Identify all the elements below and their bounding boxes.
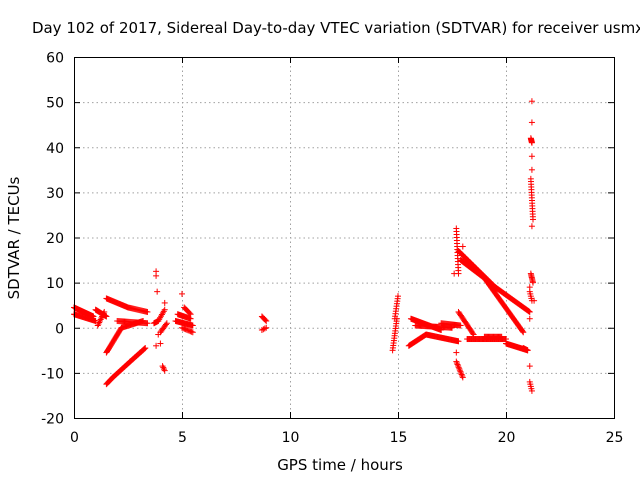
data-point <box>458 370 465 377</box>
data-point <box>141 345 148 352</box>
x-axis-ticks: 0 5 10 15 20 25 <box>70 57 623 446</box>
data-point <box>451 270 458 277</box>
data-point <box>161 299 168 306</box>
data-point <box>155 331 162 338</box>
data-point <box>453 349 460 356</box>
chart-title: Day 102 of 2017, Sidereal Day-to-day VTE… <box>32 19 640 37</box>
data-point <box>179 290 185 297</box>
y-tick-label: 40 <box>46 141 64 157</box>
data-point <box>453 360 460 367</box>
data-point <box>528 166 535 173</box>
data-point <box>459 372 466 379</box>
data-point <box>153 342 160 349</box>
data-point <box>144 308 151 315</box>
data-point <box>153 272 160 279</box>
data-point <box>519 328 526 335</box>
data-point <box>163 320 170 327</box>
data-point <box>459 243 466 250</box>
y-axis-ticks: 60 50 40 30 20 10 0 -10 -20 <box>41 51 614 428</box>
data-point <box>160 364 167 371</box>
data-point <box>526 308 533 315</box>
data-point <box>154 288 161 295</box>
data-point <box>455 362 462 369</box>
y-tick-label: 20 <box>46 231 64 247</box>
data-point <box>187 311 194 318</box>
data-point <box>469 330 476 337</box>
data-points <box>71 98 538 394</box>
data-point <box>531 297 538 304</box>
data-point <box>189 322 196 329</box>
y-tick-label: 60 <box>46 51 64 67</box>
x-tick-label: 10 <box>282 430 300 446</box>
data-point <box>157 340 164 347</box>
data-point <box>457 322 464 329</box>
y-axis-title: SDTVAR / TECUs <box>5 176 23 299</box>
data-point <box>524 347 531 354</box>
data-point <box>162 321 169 328</box>
data-point <box>455 338 462 345</box>
data-point <box>526 315 533 322</box>
y-tick-label: 0 <box>55 321 64 337</box>
data-point <box>528 139 535 146</box>
data-point <box>459 374 466 381</box>
y-tick-label: 50 <box>46 96 64 112</box>
data-point <box>528 387 535 394</box>
x-tick-label: 15 <box>390 430 408 446</box>
x-axis-title: GPS time / hours <box>277 456 403 474</box>
data-point <box>454 361 461 368</box>
data-point <box>528 223 535 230</box>
data-point <box>528 98 535 105</box>
data-point <box>144 320 151 327</box>
data-point <box>186 310 193 317</box>
grid-lines <box>74 57 614 418</box>
data-point <box>142 345 149 352</box>
data-point <box>528 119 535 126</box>
data-point <box>455 364 462 371</box>
data-point <box>456 365 463 372</box>
y-tick-label: 30 <box>46 186 64 202</box>
data-point <box>141 346 148 353</box>
data-point <box>453 358 460 365</box>
data-point <box>262 317 269 324</box>
data-point <box>457 368 464 375</box>
data-point <box>395 293 401 300</box>
data-point <box>528 153 535 160</box>
data-point <box>520 329 527 336</box>
data-point <box>456 367 463 374</box>
data-point <box>188 328 195 335</box>
y-tick-label: -20 <box>41 412 64 428</box>
y-tick-label: -10 <box>41 366 64 382</box>
data-point <box>530 216 536 223</box>
data-point <box>161 367 168 374</box>
data-point <box>263 324 270 331</box>
data-point <box>458 371 465 378</box>
data-point <box>530 279 536 286</box>
y-tick-label: 10 <box>46 276 64 292</box>
data-point <box>526 363 533 370</box>
x-tick-label: 20 <box>498 430 516 446</box>
data-point <box>260 326 267 333</box>
data-point <box>161 366 167 373</box>
data-point <box>263 317 270 324</box>
x-tick-label: 5 <box>178 430 187 446</box>
data-point <box>261 325 268 332</box>
x-tick-label: 0 <box>70 430 79 446</box>
data-point <box>526 284 533 291</box>
data-point <box>161 306 168 313</box>
data-point <box>101 308 108 315</box>
data-point <box>189 329 196 336</box>
x-tick-label: 25 <box>606 430 624 446</box>
data-point <box>498 333 505 340</box>
